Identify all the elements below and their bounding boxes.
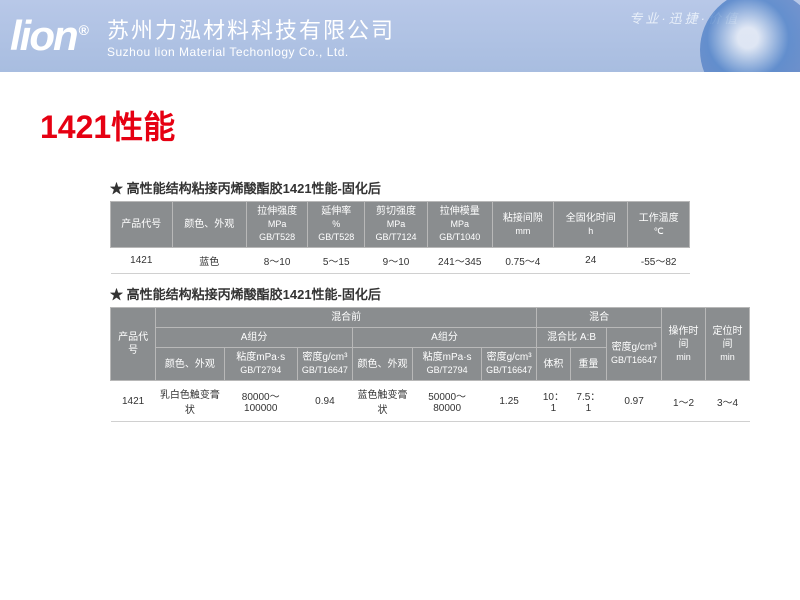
col-shear: 剪切强度 MPa GB/T7124 bbox=[365, 202, 428, 248]
cell: 8～10 bbox=[246, 248, 308, 274]
cell: 3～4 bbox=[706, 381, 750, 422]
col-product: 产品代号 bbox=[111, 308, 156, 381]
cell: 24 bbox=[554, 248, 628, 274]
col-ratio: 混合比 A:B bbox=[537, 328, 607, 348]
cell: 50000～80000 bbox=[413, 381, 482, 422]
cell: 5～15 bbox=[308, 248, 365, 274]
col-b-dens: 密度g/cm³ GB/T16647 bbox=[482, 348, 537, 381]
col-curetime: 全固化时间 h bbox=[554, 202, 628, 248]
col-a-dens: 密度g/cm³ GB/T16647 bbox=[297, 348, 352, 381]
page-header: lion® 苏州力泓材料科技有限公司 Suzhou lion Material … bbox=[0, 0, 800, 72]
cell: 0.97 bbox=[607, 381, 662, 422]
cell: 蓝色 bbox=[172, 248, 246, 274]
group-a-part: A组分 bbox=[156, 328, 353, 348]
table-row: 1421 蓝色 8～10 5～15 9～10 241～345 0.75～4 24… bbox=[111, 248, 690, 274]
cell: 7.5：1 bbox=[570, 381, 606, 422]
col-appearance: 颜色、外观 bbox=[172, 202, 246, 248]
group-after-mix: 混合 bbox=[537, 308, 662, 328]
col-product: 产品代号 bbox=[111, 202, 173, 248]
col-gap: 粘接间隙 mm bbox=[492, 202, 554, 248]
cell: 1.25 bbox=[482, 381, 537, 422]
company-name-en: Suzhou lion Material Techonlogy Co., Ltd… bbox=[107, 45, 395, 59]
logo: lion® bbox=[10, 12, 87, 60]
table-header-row: 产品代号 颜色、外观 拉伸强度 MPa GB/T528 延伸率 % GB/T52… bbox=[111, 202, 690, 248]
col-modulus: 拉伸模量 MPa GB/T1040 bbox=[427, 202, 492, 248]
cell: 1～2 bbox=[662, 381, 706, 422]
section1-title: 高性能结构粘接丙烯酸酯胶1421性能-固化后 bbox=[110, 178, 800, 197]
col-b-visc: 粘度mPa·s GB/T2794 bbox=[413, 348, 482, 381]
header-decoration: 专业·迅捷·价值 bbox=[600, 0, 800, 72]
col-temp: 工作温度 ℃ bbox=[628, 202, 690, 248]
col-mix-density: 密度g/cm³ GB/T16647 bbox=[607, 328, 662, 381]
cell: 241～345 bbox=[427, 248, 492, 274]
cell: 0.94 bbox=[297, 381, 352, 422]
table-cured-properties: 产品代号 颜色、外观 拉伸强度 MPa GB/T528 延伸率 % GB/T52… bbox=[110, 201, 690, 274]
cell: 80000～100000 bbox=[224, 381, 297, 422]
cell: 0.75～4 bbox=[492, 248, 554, 274]
cell: 乳白色触变膏状 bbox=[156, 381, 224, 422]
col-a-appear: 颜色、外观 bbox=[156, 348, 224, 381]
company-name-cn: 苏州力泓材料科技有限公司 bbox=[107, 13, 395, 45]
page-title: 1421性能 bbox=[40, 102, 800, 148]
col-fixtime: 定位时间 min bbox=[706, 308, 750, 381]
cell: 蓝色触变膏状 bbox=[352, 381, 412, 422]
cell: 9～10 bbox=[365, 248, 428, 274]
col-b-appear: 颜色、外观 bbox=[352, 348, 412, 381]
cell: -55～82 bbox=[628, 248, 690, 274]
cell: 10：1 bbox=[537, 381, 571, 422]
table-mix-properties: 产品代号 混合前 混合 操作时间 min 定位时间 min A组分 A组分 混合… bbox=[110, 307, 750, 422]
col-ratio-vol: 体积 bbox=[537, 348, 571, 381]
group-b-part: A组分 bbox=[352, 328, 536, 348]
table-header-row: 产品代号 混合前 混合 操作时间 min 定位时间 min bbox=[111, 308, 750, 328]
cell: 1421 bbox=[111, 381, 156, 422]
group-before-mix: 混合前 bbox=[156, 308, 537, 328]
col-a-visc: 粘度mPa·s GB/T2794 bbox=[224, 348, 297, 381]
col-elongation: 延伸率 % GB/T528 bbox=[308, 202, 365, 248]
table-row: 1421 乳白色触变膏状 80000～100000 0.94 蓝色触变膏状 50… bbox=[111, 381, 750, 422]
col-worktime: 操作时间 min bbox=[662, 308, 706, 381]
registered-mark: ® bbox=[79, 22, 87, 38]
table-header-row: A组分 A组分 混合比 A:B 密度g/cm³ GB/T16647 bbox=[111, 328, 750, 348]
col-ratio-wt: 重量 bbox=[570, 348, 606, 381]
company-block: 苏州力泓材料科技有限公司 Suzhou lion Material Techon… bbox=[107, 13, 395, 59]
logo-text: lion bbox=[10, 12, 77, 59]
swirl-graphic bbox=[700, 0, 800, 72]
col-tensile: 拉伸强度 MPa GB/T528 bbox=[246, 202, 308, 248]
section2-title: 高性能结构粘接丙烯酸酯胶1421性能-固化后 bbox=[110, 284, 800, 303]
cell: 1421 bbox=[111, 248, 173, 274]
